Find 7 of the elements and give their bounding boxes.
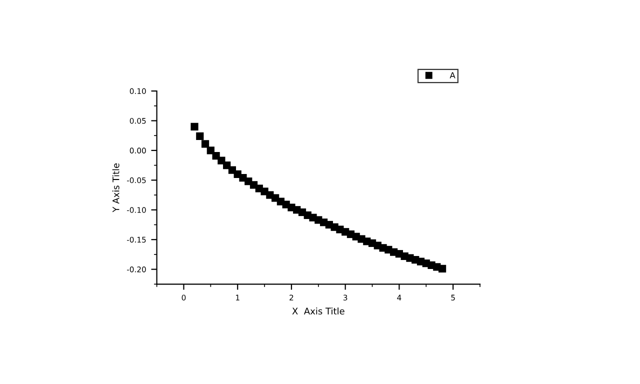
y-axis-title: Y Axis Title	[112, 163, 120, 212]
point	[190, 122, 198, 130]
legend-label: A	[450, 72, 456, 78]
point	[196, 132, 204, 140]
point	[438, 264, 446, 273]
point	[201, 140, 210, 148]
x-axis-title: X Axis Title	[292, 308, 344, 315]
